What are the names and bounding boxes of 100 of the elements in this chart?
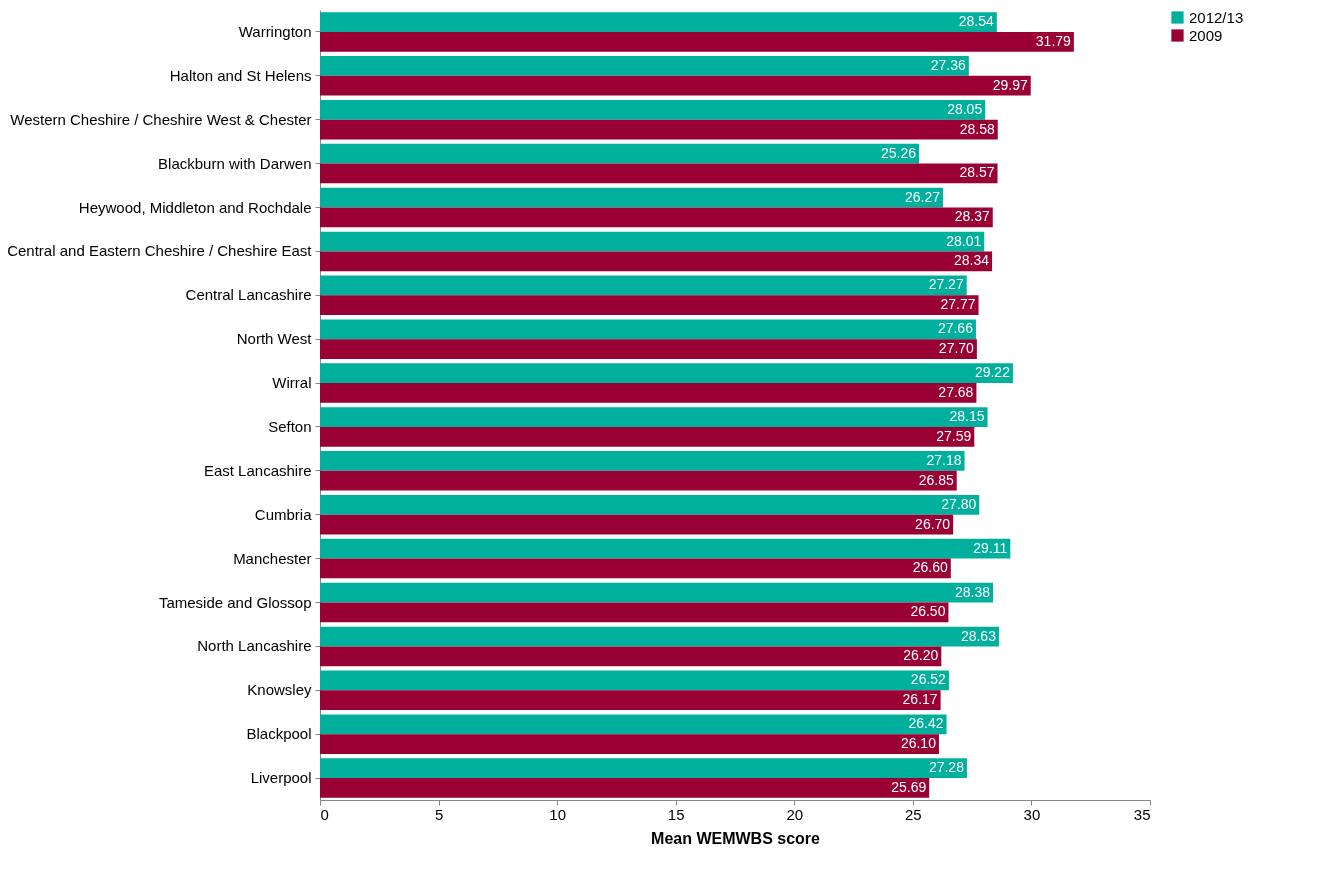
bar <box>320 426 975 447</box>
bar <box>320 251 993 272</box>
data-label: 27.66 <box>937 320 974 337</box>
data-label: 28.01 <box>946 232 982 249</box>
x-tick-label: 10 <box>549 805 566 823</box>
bar <box>320 339 977 359</box>
y-tick-label: North West <box>236 330 313 348</box>
y-tick-label: Heywood, Middleton and Rochdale <box>78 198 312 216</box>
y-tick-label: Blackburn with Darwen <box>158 154 312 172</box>
data-label: 26.10 <box>900 735 937 752</box>
data-label: 28.15 <box>949 408 985 425</box>
x-axis-title: Mean WEMWBS score <box>651 829 821 847</box>
data-label: 28.63 <box>960 627 997 644</box>
data-label: 29.97 <box>992 76 1028 93</box>
bar <box>320 363 1013 384</box>
data-label: 27.59 <box>936 427 972 444</box>
data-label: 31.79 <box>1035 32 1072 49</box>
y-tick-label: Central Lancashire <box>185 286 312 304</box>
data-label: 28.37 <box>954 208 990 225</box>
bar <box>320 646 942 667</box>
bar <box>320 558 951 579</box>
x-tick-label: 20 <box>786 805 804 823</box>
bar <box>320 582 994 603</box>
bar <box>320 626 999 647</box>
legend-label: 2009 <box>1189 26 1223 44</box>
data-label: 27.77 <box>940 296 976 313</box>
bar <box>320 319 976 340</box>
bar <box>320 714 947 735</box>
bar <box>320 295 979 316</box>
data-label: 29.22 <box>974 364 1011 381</box>
bar <box>320 538 1011 559</box>
bar <box>320 143 920 164</box>
data-label: 27.27 <box>928 276 964 293</box>
data-label: 26.50 <box>910 603 946 620</box>
data-label: 27.68 <box>938 383 974 400</box>
y-tick-label: North Lancashire <box>197 637 312 655</box>
y-tick-label: Halton and St Helens <box>169 66 312 84</box>
bar <box>320 31 1074 52</box>
data-label: 28.58 <box>959 120 995 137</box>
x-tick-label: 30 <box>1023 805 1041 823</box>
data-label: 25.26 <box>880 144 917 161</box>
y-tick-label: Central and Eastern Cheshire / Cheshire East <box>7 242 313 260</box>
x-tick-label: 15 <box>667 805 685 823</box>
data-label: 27.28 <box>928 759 965 776</box>
bar <box>320 187 943 208</box>
y-tick-label: Manchester <box>233 549 312 567</box>
legend-label: 2012/13 <box>1189 8 1244 26</box>
data-label: 28.54 <box>958 13 995 30</box>
bar <box>320 207 993 228</box>
data-label: 28.34 <box>954 252 990 269</box>
bar <box>320 75 1031 96</box>
data-label: 28.05 <box>947 100 983 117</box>
data-label: 26.42 <box>908 715 944 732</box>
y-tick-label: Liverpool <box>250 769 312 787</box>
data-label: 27.70 <box>938 340 975 357</box>
data-label: 27.36 <box>930 56 967 73</box>
bar <box>320 407 988 427</box>
data-label: 29.11 <box>973 539 1008 556</box>
bar <box>320 734 939 754</box>
data-label: 27.18 <box>926 451 962 468</box>
bar <box>320 99 986 120</box>
bar <box>320 778 930 798</box>
x-tick-label: 25 <box>905 805 922 823</box>
y-tick-label: Western Cheshire / Cheshire West & Chester <box>10 110 312 128</box>
data-label: 26.52 <box>910 671 947 688</box>
bar <box>320 119 998 140</box>
data-label: 25.69 <box>891 778 927 795</box>
bar <box>320 602 949 623</box>
y-tick-label: Cumbria <box>254 505 313 523</box>
y-tick-label: Knowsley <box>247 681 312 699</box>
bar <box>320 231 985 252</box>
bar <box>320 56 969 76</box>
data-label: 28.57 <box>959 164 995 181</box>
bar <box>320 758 967 779</box>
data-label: 26.70 <box>915 515 951 532</box>
bar <box>320 383 977 403</box>
data-label: 26.27 <box>904 188 941 205</box>
bar <box>320 12 997 32</box>
bar <box>320 670 949 691</box>
bar <box>320 451 965 471</box>
x-tick-label: 35 <box>1133 805 1151 823</box>
x-tick-label: 5 <box>434 805 444 823</box>
data-label: 26.85 <box>918 471 954 488</box>
bar <box>320 514 954 535</box>
y-tick-label: Sefton <box>268 417 312 435</box>
y-tick-label: East Lancashire <box>203 461 312 479</box>
bar <box>320 690 941 711</box>
data-label: 28.38 <box>954 583 991 600</box>
y-tick-label: Warrington <box>238 22 312 40</box>
bar <box>320 163 998 184</box>
data-label: 27.80 <box>941 495 977 512</box>
x-tick-label: 0 <box>320 805 329 823</box>
bar <box>320 275 967 296</box>
bar <box>320 494 980 515</box>
y-tick-label: Tameside and Glossop <box>158 593 312 611</box>
y-tick-label: Blackpool <box>246 725 312 743</box>
bar <box>320 470 957 491</box>
data-label: 26.60 <box>912 559 948 576</box>
data-label: 26.20 <box>903 647 939 664</box>
y-tick-label: Wirral <box>272 374 312 392</box>
